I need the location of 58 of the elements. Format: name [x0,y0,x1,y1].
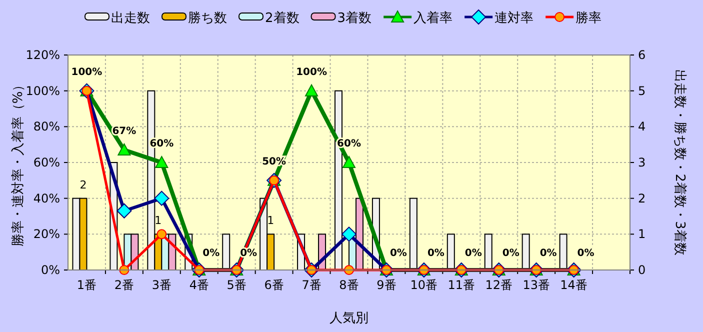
y2-tick-label: 0 [638,263,646,277]
point [342,156,356,168]
legend-label: 連対率 [494,10,534,26]
data-label: 100% [71,66,102,78]
x-tick-label: 10番 [410,278,438,292]
x-tick-label: 11番 [448,278,476,292]
point [305,84,318,96]
x-tick-label: 12番 [485,278,513,292]
point [342,226,356,242]
x-tick-label: 6番 [264,278,284,292]
y2-axis-title: 出走数・勝ち数・2着数・3着数 [672,70,688,256]
x-tick-label: 8番 [339,278,359,292]
x-tick-label: 1番 [76,278,97,292]
y2-tick-label: 1 [638,227,646,242]
data-label: 100% [296,66,327,78]
data-label: 0% [390,248,407,259]
legend-label: 勝ち数 [188,11,227,26]
data-label: 2 [80,178,87,192]
point [154,190,170,206]
y2-tick-label: 6 [638,48,646,62]
data-label: 1 [267,214,274,228]
data-label: 1 [154,214,162,228]
point [156,229,167,240]
data-label: 0% [502,248,520,259]
x-tick-label: 3番 [152,278,172,292]
legend-label: 2着数 [265,10,300,26]
y-tick-label: 120% [26,48,60,62]
x-tick-label: 7番 [302,278,322,292]
x-tick-label: 9番 [376,278,396,292]
y-tick-label: 80% [33,120,60,134]
data-label: 0% [427,248,444,259]
x-axis-title: 人気別 [330,311,368,326]
y2-tick-label: 3 [638,156,646,170]
y2-tick-label: 5 [638,84,646,98]
legend-label: 3着数 [337,10,372,26]
point [155,156,168,168]
legend-label: 出走数 [111,11,150,26]
x-tick-label: 4番 [189,278,209,292]
data-label: 0% [202,248,220,259]
legend-label: 入着率 [414,10,453,26]
x-tick-label: 14番 [560,278,588,292]
x-tick-label: 5番 [226,278,246,292]
y-axis-title: 勝率・連対率・入着率（%） [10,78,26,247]
data-label: 0% [577,248,594,259]
point [118,143,131,156]
y2-tick-label: 4 [638,120,646,134]
legend-label: 勝率 [576,10,602,26]
y2-tick-label: 2 [638,191,646,206]
x-tick-label: 13番 [522,278,550,292]
data-label: 0% [540,248,557,259]
y-tick-label: 0% [40,263,60,277]
y-tick-label: 40% [33,191,60,206]
data-label: 0% [464,248,482,259]
y-tick-label: 100% [26,84,60,98]
y-tick-label: 60% [33,156,60,170]
y-tick-label: 20% [33,227,60,242]
point [116,203,132,218]
x-tick-label: 2番 [114,278,134,292]
